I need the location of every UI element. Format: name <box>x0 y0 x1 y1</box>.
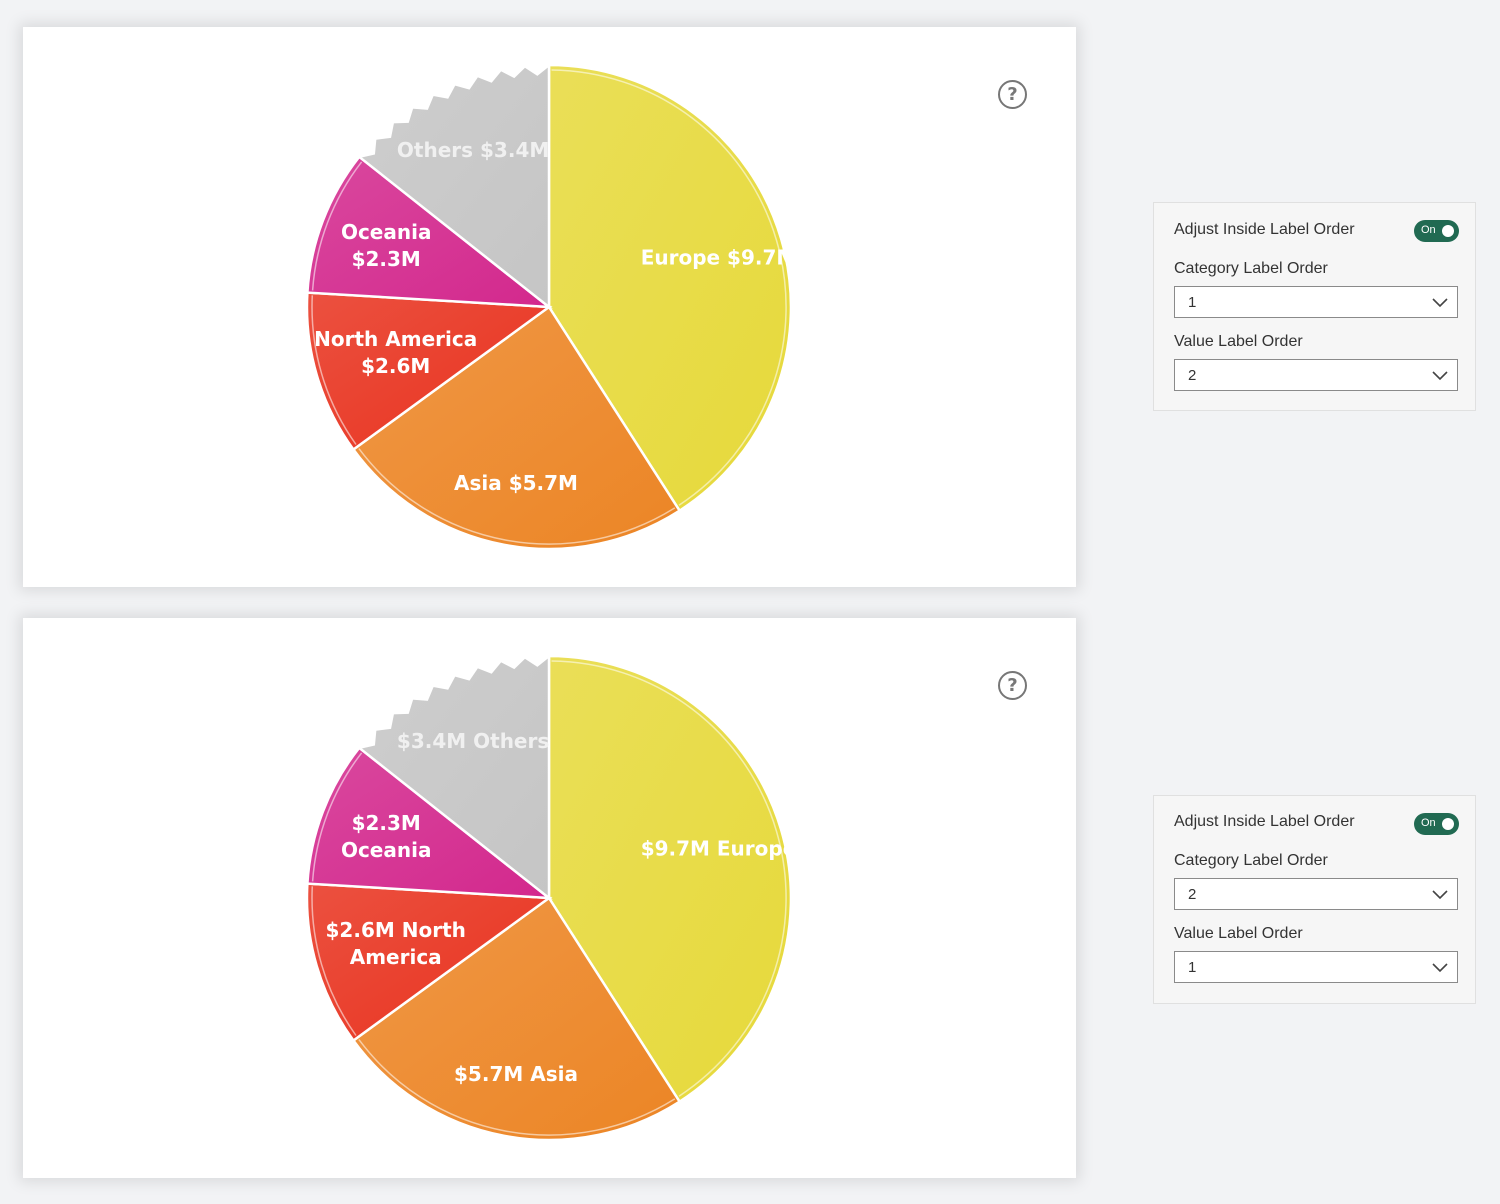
slice-data-label: $9.7M Europe <box>641 836 797 860</box>
category-label-order-label: Category Label Order <box>1174 260 1328 277</box>
category-label-order-value: 1 <box>1188 294 1197 311</box>
adjust-inside-label-order-toggle[interactable]: On <box>1414 220 1459 242</box>
pie-chart-2: $9.7M Europe $5.7M Asia $2.6M North America… <box>305 653 797 1142</box>
help-icon[interactable]: ? <box>998 80 1027 109</box>
slice-data-label: Others $3.4M <box>397 138 549 162</box>
adjust-inside-label-order-toggle[interactable]: On <box>1414 813 1459 835</box>
pie-chart-card-2: $9.7M Europe $5.7M Asia $2.6M North America… <box>23 618 1076 1178</box>
slice-data-label: Oceania $2.3M <box>341 220 432 271</box>
pie-slice-north-america[interactable] <box>305 291 553 452</box>
help-icon[interactable]: ? <box>998 671 1027 700</box>
pie-slice-rim <box>311 886 357 1036</box>
pie-slice-oceania[interactable] <box>306 746 553 900</box>
slice-data-label: $2.6M North America <box>326 918 466 969</box>
pie-slice-oceania[interactable] <box>306 155 553 309</box>
value-label-order-label: Value Label Order <box>1174 925 1303 942</box>
chevron-down-icon <box>1432 298 1448 308</box>
pie-slice-north-america[interactable] <box>305 882 553 1043</box>
chevron-down-icon <box>1432 371 1448 381</box>
value-label-order-value: 1 <box>1188 959 1197 976</box>
value-label-order-dropdown[interactable]: 2 <box>1174 359 1458 391</box>
value-label-order-value: 2 <box>1188 367 1197 384</box>
value-label-order-label: Value Label Order <box>1174 333 1303 350</box>
pie-slice-rim <box>311 161 363 291</box>
slice-data-label: $2.3M Oceania <box>341 811 432 862</box>
toggle-knob <box>1442 818 1454 830</box>
pie-slice-rim <box>358 448 676 545</box>
slice-data-label: Europe $9.7M <box>641 245 797 269</box>
toggle-state-text: On <box>1421 224 1436 236</box>
chevron-down-icon <box>1432 963 1448 973</box>
category-label-order-label: Category Label Order <box>1174 852 1328 869</box>
adjust-inside-label-order-label: Adjust Inside Label Order <box>1174 221 1355 238</box>
value-label-order-dropdown[interactable]: 1 <box>1174 951 1458 983</box>
label-order-panel-2: Adjust Inside Label Order On Category La… <box>1153 795 1476 1004</box>
pie-slice-others[interactable] <box>356 62 551 310</box>
adjust-inside-label-order-label: Adjust Inside Label Order <box>1174 813 1355 830</box>
category-label-order-dropdown[interactable]: 1 <box>1174 286 1458 318</box>
pie-chart-card-1: Europe $9.7M Asia $5.7M North America $2.6M… <box>23 27 1076 587</box>
pie-chart-1: Europe $9.7M Asia $5.7M North America $2.6M… <box>305 62 797 551</box>
chevron-down-icon <box>1432 890 1448 900</box>
pie-slice-asia[interactable] <box>351 305 682 551</box>
category-label-order-value: 2 <box>1188 886 1197 903</box>
pie-slice-rim <box>358 1039 676 1136</box>
slice-data-label: North America $2.6M <box>314 327 477 378</box>
pie-slice-rim <box>311 752 363 882</box>
toggle-knob <box>1442 225 1454 237</box>
category-label-order-dropdown[interactable]: 2 <box>1174 878 1458 910</box>
pie-slice-rim <box>551 660 787 1097</box>
label-order-panel-1: Adjust Inside Label Order On Category La… <box>1153 202 1476 411</box>
pie-slice-rim <box>311 295 357 445</box>
slice-data-label: $3.4M Others <box>397 729 549 753</box>
pie-slice-asia[interactable] <box>351 896 682 1142</box>
toggle-state-text: On <box>1421 817 1436 829</box>
slice-data-label: $5.7M Asia <box>454 1062 578 1086</box>
pie-slice-rim <box>551 69 787 506</box>
pie-slice-others[interactable] <box>356 653 551 901</box>
slice-data-label: Asia $5.7M <box>454 471 578 495</box>
